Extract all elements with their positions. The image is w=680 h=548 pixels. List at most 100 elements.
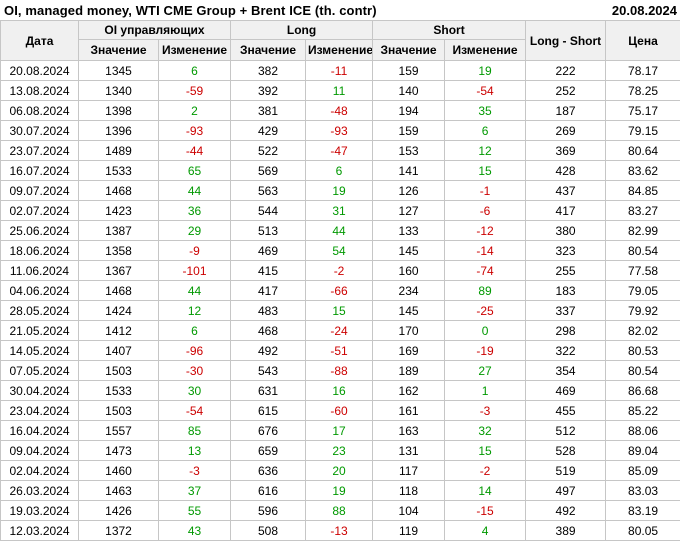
cell-short-change: -54: [444, 80, 527, 101]
cell-long-short: 323: [525, 240, 607, 261]
table-row: 07.05.2024 1503 -30 543 -88 189 27 354 80.54: [0, 360, 680, 381]
table-row: 20.08.2024 1345 6 382 -11 159 19 222 78.17: [0, 60, 680, 81]
cell-oi-value: 1503: [78, 360, 159, 381]
cell-long-change: -13: [305, 520, 374, 541]
cell-long-change: 44: [305, 220, 374, 241]
cell-oi-value: 1387: [78, 220, 159, 241]
cell-price: 79.15: [605, 120, 680, 141]
cell-date: 23.07.2024: [0, 140, 79, 161]
table-row: 28.05.2024 1424 12 483 15 145 -25 337 79.92: [0, 300, 680, 321]
sub-header-long-value: Значение: [230, 39, 307, 61]
cell-oi-change: 6: [157, 320, 232, 341]
cell-date: 23.04.2024: [0, 400, 79, 421]
cell-short-change: 14: [444, 480, 527, 501]
cell-price: 86.68: [605, 380, 680, 401]
cell-long-short: 428: [525, 160, 607, 181]
cell-short-change: 12: [444, 140, 527, 161]
cell-date: 30.07.2024: [0, 120, 79, 141]
cell-oi-value: 1367: [78, 260, 159, 281]
cell-long-value: 415: [230, 260, 307, 281]
cell-oi-change: 37: [157, 480, 232, 501]
cell-oi-value: 1426: [78, 500, 159, 521]
cell-oi-value: 1468: [78, 280, 159, 301]
cell-long-value: 381: [230, 100, 307, 121]
cell-long-change: 15: [305, 300, 374, 321]
cell-short-value: 163: [372, 420, 446, 441]
sub-header-oi-value: Значение: [78, 39, 159, 61]
cell-long-short: 519: [525, 460, 607, 481]
cell-long-value: 615: [230, 400, 307, 421]
cell-oi-value: 1423: [78, 200, 159, 221]
table-body: 20.08.2024 1345 6 382 -11 159 19 222 78.17 13.08.…: [0, 60, 680, 541]
cell-oi-change: 36: [157, 200, 232, 221]
table-row: 11.06.2024 1367 -101 415 -2 160 -74 255 77.58: [0, 260, 680, 281]
cell-date: 28.05.2024: [0, 300, 79, 321]
table-row: 23.04.2024 1503 -54 615 -60 161 -3 455 85.22: [0, 400, 680, 421]
cell-oi-value: 1533: [78, 380, 159, 401]
table-row: 02.07.2024 1423 36 544 31 127 -6 417 83.27: [0, 200, 680, 221]
cell-long-value: 636: [230, 460, 307, 481]
cell-price: 80.54: [605, 240, 680, 261]
cell-short-change: 19: [444, 60, 527, 81]
table-row: 14.05.2024 1407 -96 492 -51 169 -19 322 80.53: [0, 340, 680, 361]
cell-price: 80.64: [605, 140, 680, 161]
cell-oi-change: 55: [157, 500, 232, 521]
cell-oi-change: 29: [157, 220, 232, 241]
cell-price: 82.02: [605, 320, 680, 341]
cell-long-change: -93: [305, 120, 374, 141]
sub-header-long-change: Изменение: [305, 39, 374, 61]
cell-long-value: 569: [230, 160, 307, 181]
cell-long-short: 354: [525, 360, 607, 381]
cell-price: 84.85: [605, 180, 680, 201]
table-row: 13.08.2024 1340 -59 392 11 140 -54 252 78.25: [0, 80, 680, 101]
cell-oi-value: 1396: [78, 120, 159, 141]
cell-short-value: 189: [372, 360, 446, 381]
cell-long-short: 252: [525, 80, 607, 101]
header-sub-row: Значение Изменение Значение Изменение Зн…: [1, 39, 680, 61]
header-group-row: Дата OI управляющих Long Short Long - Sh…: [0, 20, 680, 61]
cell-oi-value: 1468: [78, 180, 159, 201]
cell-short-change: -14: [444, 240, 527, 261]
table-row: 04.06.2024 1468 44 417 -66 234 89 183 79.05: [0, 280, 680, 301]
cell-long-short: 437: [525, 180, 607, 201]
cell-long-short: 255: [525, 260, 607, 281]
cell-long-change: 88: [305, 500, 374, 521]
cell-short-value: 117: [372, 460, 446, 481]
cell-long-value: 544: [230, 200, 307, 221]
cell-long-change: 23: [305, 440, 374, 461]
cell-oi-change: -3: [157, 460, 232, 481]
cell-oi-change: -30: [157, 360, 232, 381]
cell-short-value: 119: [372, 520, 446, 541]
table-row: 30.04.2024 1533 30 631 16 162 1 469 86.68: [0, 380, 680, 401]
table-row: 19.03.2024 1426 55 596 88 104 -15 492 83.19: [0, 500, 680, 521]
col-header-long: Long: [230, 20, 374, 40]
cell-oi-value: 1372: [78, 520, 159, 541]
cell-long-short: 222: [525, 60, 607, 81]
cell-long-change: 31: [305, 200, 374, 221]
cell-long-value: 429: [230, 120, 307, 141]
cell-oi-change: 65: [157, 160, 232, 181]
table-row: 12.03.2024 1372 43 508 -13 119 4 389 80.05: [0, 520, 680, 541]
col-header-date: Дата: [0, 20, 79, 61]
table-row: 18.06.2024 1358 -9 469 54 145 -14 323 80.54: [0, 240, 680, 261]
cell-short-change: 6: [444, 120, 527, 141]
cell-long-short: 512: [525, 420, 607, 441]
cell-oi-value: 1407: [78, 340, 159, 361]
cell-short-change: -1: [444, 180, 527, 201]
cell-long-value: 417: [230, 280, 307, 301]
cell-long-short: 492: [525, 500, 607, 521]
cell-long-short: 380: [525, 220, 607, 241]
cell-long-value: 659: [230, 440, 307, 461]
cell-long-short: 497: [525, 480, 607, 501]
cell-price: 88.06: [605, 420, 680, 441]
cell-short-change: -19: [444, 340, 527, 361]
cell-date: 09.07.2024: [0, 180, 79, 201]
cell-long-change: 19: [305, 480, 374, 501]
cell-oi-change: -59: [157, 80, 232, 101]
cell-short-value: 141: [372, 160, 446, 181]
cell-oi-change: 44: [157, 280, 232, 301]
cell-short-value: 161: [372, 400, 446, 421]
cell-date: 18.06.2024: [0, 240, 79, 261]
cell-short-value: 127: [372, 200, 446, 221]
